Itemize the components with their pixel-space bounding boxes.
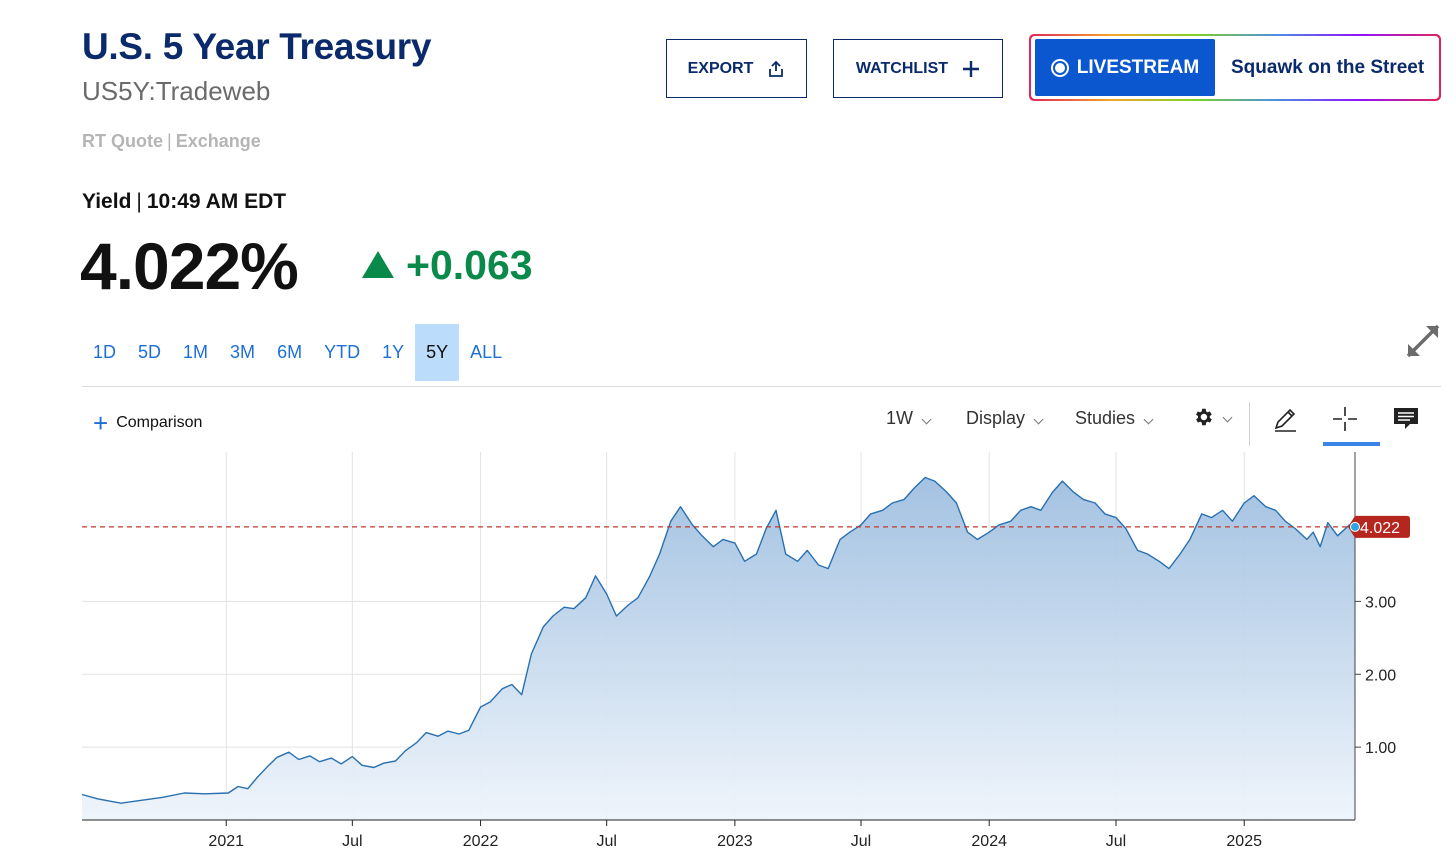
x-tick-label: 2024 bbox=[971, 833, 1007, 850]
toolbar-separator bbox=[1249, 402, 1250, 446]
x-tick-label: Jul bbox=[1106, 833, 1126, 850]
pencil-icon bbox=[1274, 408, 1296, 432]
range-5d[interactable]: 5D bbox=[138, 342, 162, 362]
page-title: U.S. 5 Year Treasury bbox=[82, 26, 432, 67]
range-1m[interactable]: 1M bbox=[183, 342, 209, 362]
last-value-dot bbox=[1350, 521, 1360, 532]
quote-time: 10:49 AM EDT bbox=[146, 190, 287, 213]
quote-source: RT Quote | Exchange bbox=[82, 131, 261, 152]
last-price: 4.022% bbox=[80, 229, 299, 303]
last-value-label: 4.022 bbox=[1360, 520, 1400, 537]
range-1d[interactable]: 1D bbox=[93, 342, 117, 362]
security-symbol: US5Y:Tradeweb bbox=[82, 76, 271, 106]
range-1y[interactable]: 1Y bbox=[382, 342, 405, 362]
display-dropdown[interactable]: Display bbox=[966, 408, 1044, 429]
quote-separator: | bbox=[167, 131, 172, 151]
notes-tool-button[interactable] bbox=[1386, 401, 1426, 437]
y-tick-label: 1.00 bbox=[1365, 740, 1396, 757]
last-value-badge bbox=[1348, 515, 1410, 538]
comparison-label: Comparison bbox=[116, 414, 203, 431]
series-area bbox=[82, 477, 1355, 820]
quote-type: RT Quote bbox=[82, 131, 163, 151]
chevron-down-icon bbox=[1143, 414, 1154, 424]
comparison-button[interactable]: + Comparison bbox=[93, 410, 202, 436]
x-tick-label: Jul bbox=[342, 833, 362, 850]
crosshair-icon bbox=[1333, 407, 1357, 431]
range-6m[interactable]: 6M bbox=[277, 342, 303, 362]
range-all[interactable]: ALL bbox=[470, 342, 503, 362]
livestream-inner: LIVESTREAM Squawk on the Street bbox=[1031, 36, 1439, 99]
y-tick-label: 3.00 bbox=[1365, 594, 1396, 611]
yield-timestamp: Yield | 10:49 AM EDT bbox=[82, 190, 286, 214]
active-tool-indicator bbox=[1323, 442, 1380, 446]
livestream-button[interactable]: LIVESTREAM bbox=[1035, 39, 1215, 96]
studies-label: Studies bbox=[1075, 408, 1136, 428]
series-line bbox=[81, 476, 1356, 804]
crosshair-tool-button[interactable] bbox=[1325, 401, 1365, 437]
livestream-label: LIVESTREAM bbox=[1076, 56, 1200, 78]
studies-dropdown[interactable]: Studies bbox=[1075, 408, 1154, 429]
up-arrow-icon bbox=[362, 251, 394, 278]
interval-dropdown[interactable]: 1W bbox=[886, 408, 932, 429]
chevron-down-icon bbox=[1222, 412, 1233, 423]
livestream-banner[interactable]: LIVESTREAM Squawk on the Street bbox=[1029, 34, 1441, 101]
chevron-down-icon bbox=[1033, 414, 1044, 424]
settings-dropdown[interactable] bbox=[1192, 406, 1233, 428]
x-tick-label: 2025 bbox=[1226, 833, 1262, 850]
plus-icon bbox=[963, 60, 980, 77]
time-range-selector: 1D 5D 1M 3M 6M YTD 1Y 5Y ALL bbox=[82, 324, 513, 381]
y-tick-label: 2.00 bbox=[1365, 667, 1396, 684]
share-icon bbox=[769, 60, 784, 77]
expand-icon[interactable] bbox=[1404, 322, 1442, 360]
chevron-down-icon bbox=[921, 414, 932, 424]
range-ytd[interactable]: YTD bbox=[324, 342, 361, 362]
interval-label: 1W bbox=[886, 408, 913, 428]
notes-icon bbox=[1394, 408, 1418, 429]
x-tick-label: 2021 bbox=[208, 833, 244, 850]
draw-tool-button[interactable] bbox=[1265, 401, 1305, 437]
export-label: EXPORT bbox=[687, 59, 754, 77]
plus-icon: + bbox=[93, 408, 109, 438]
x-tick-label: Jul bbox=[851, 833, 871, 850]
range-5y[interactable]: 5Y bbox=[415, 324, 460, 381]
livestream-show-name[interactable]: Squawk on the Street bbox=[1231, 56, 1425, 78]
watchlist-button[interactable]: WATCHLIST bbox=[833, 39, 1003, 98]
section-divider bbox=[82, 386, 1441, 387]
x-tick-label: 2023 bbox=[717, 833, 753, 850]
yield-separator: | bbox=[136, 190, 142, 213]
yield-label: Yield bbox=[82, 190, 132, 213]
display-label: Display bbox=[966, 408, 1026, 428]
price-chart[interactable]: 2021 Jul 2022 Jul 2023 Jul 2024 Jul 2025 1.00 2.00… bbox=[0, 450, 1456, 857]
x-tick-label: Jul bbox=[596, 833, 616, 850]
watchlist-label: WATCHLIST bbox=[855, 59, 949, 77]
price-change: +0.063 bbox=[406, 242, 533, 288]
gear-icon bbox=[1196, 408, 1212, 426]
live-radio-icon bbox=[1050, 58, 1069, 77]
x-tick-label: 2022 bbox=[463, 833, 499, 850]
range-3m[interactable]: 3M bbox=[230, 342, 256, 362]
export-button[interactable]: EXPORT bbox=[666, 39, 807, 98]
quote-exchange: Exchange bbox=[175, 131, 261, 151]
